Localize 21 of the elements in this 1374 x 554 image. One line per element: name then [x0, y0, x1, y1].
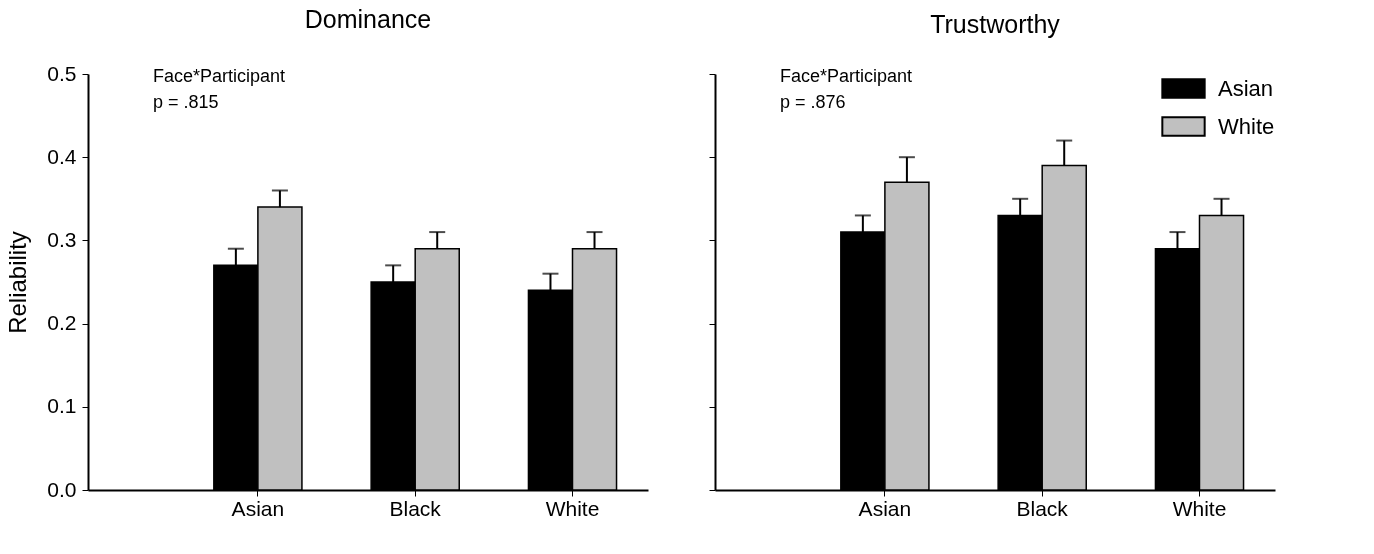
chart-title: Trustworthy — [930, 10, 1061, 38]
x-tick-label: Asian — [231, 496, 285, 520]
y-tick-label: 0.4 — [47, 144, 77, 168]
legend-label: Asian — [1218, 75, 1274, 101]
y-tick-label: 0.2 — [47, 311, 77, 335]
legend-label: White — [1218, 113, 1275, 139]
x-tick-label: Black — [1016, 496, 1069, 520]
chart-title: Dominance — [304, 5, 432, 33]
y-tick-label: 0.5 — [47, 61, 77, 85]
x-tick-label: White — [1172, 496, 1227, 520]
x-tick-label: White — [545, 496, 600, 520]
annotation: p = .876 — [780, 92, 846, 112]
x-tick-label: Asian — [858, 496, 912, 520]
y-tick-label: 0.3 — [47, 227, 77, 251]
y-tick-label: 0.0 — [47, 477, 77, 501]
annotation: Face*Participant — [153, 66, 286, 86]
y-tick-label: 0.1 — [47, 394, 77, 418]
annotation: p = .815 — [153, 92, 219, 112]
y-axis-title: Reliability — [4, 231, 32, 334]
annotation: Face*Participant — [780, 66, 913, 86]
x-tick-label: Black — [389, 496, 442, 520]
